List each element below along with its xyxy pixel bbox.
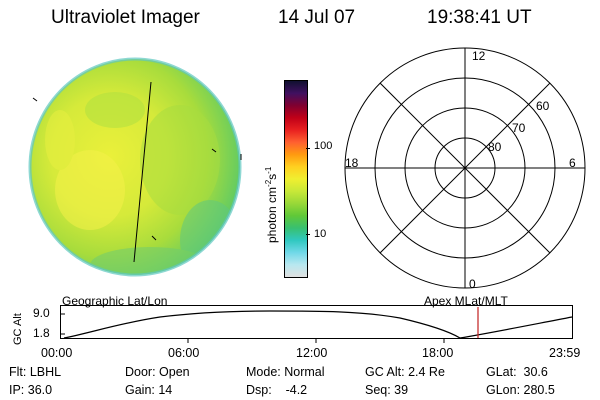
info-ip: IP: 36.0 [9,383,53,397]
polar-label-18: 18 [345,156,359,170]
polar-label-6: 6 [569,156,576,170]
x-tick-2359: 23:59 [549,346,581,360]
app-title: Ultraviolet Imager [51,7,200,28]
apex-label: Apex MLat/MLT [424,294,508,308]
info-gc-alt: GC Alt: 2.4 Re [365,365,445,379]
polar-lat-60: 60 [536,99,550,113]
polar-label-0: 0 [469,277,476,291]
info-door: Door: Open [125,365,190,379]
uv-earth-image [28,57,242,277]
altitude-curve [63,310,573,339]
info-dsp: Dsp: -4.2 [246,383,308,397]
colorbar-tick-10: 10 [314,228,327,240]
geographic-label: Geographic Lat/Lon [62,294,168,308]
info-gain: Gain: 14 [125,383,173,397]
info-glon: GLon: 280.5 [486,383,555,397]
gc-alt-axis-label: GC Alt [12,313,24,345]
terminator-line [133,81,152,263]
colorbar-unit-label: photon cm-2s-1 [264,166,279,243]
polar-grid-plot: 12 6 0 18 60 70 80 [344,47,586,291]
info-seq: Seq: 39 [365,383,409,397]
info-filter: Flt: LBHL [9,365,62,379]
orbit-altitude-timeline [60,305,573,343]
y-tick-9: 9.0 [33,306,50,320]
x-tick-0600: 06:00 [168,346,200,360]
x-tick-1200: 12:00 [296,346,328,360]
x-tick-1800: 18:00 [422,346,454,360]
polar-lat-70: 70 [512,121,526,135]
time-label: 19:38:41 UT [427,7,532,28]
polar-label-12: 12 [472,49,486,63]
color-scale-bar [284,80,308,278]
date-label: 14 Jul 07 [278,7,356,28]
x-tick-0000: 00:00 [41,346,73,360]
polar-lat-80: 80 [488,140,502,154]
y-tick-1-8: 1.8 [33,326,50,340]
colorbar-tick-100: 100 [314,140,333,152]
info-glat: GLat: 30.6 [486,365,548,379]
info-mode: Mode: Normal [246,365,325,379]
